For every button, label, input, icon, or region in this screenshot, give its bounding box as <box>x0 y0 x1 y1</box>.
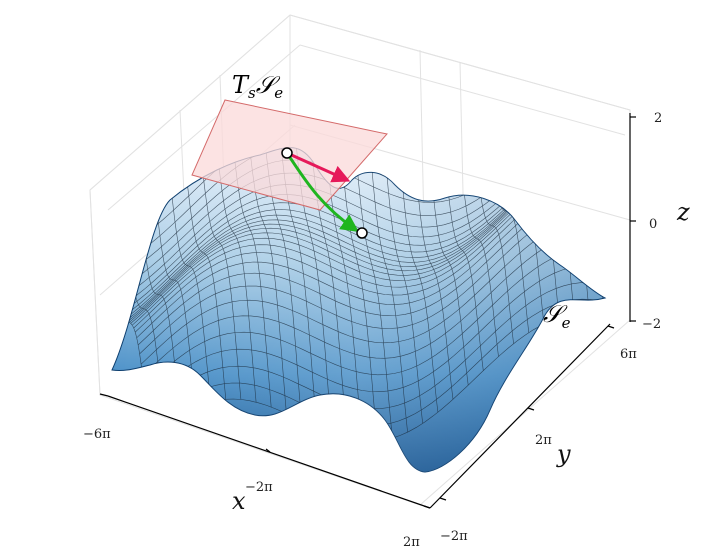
x-tick-label: −2π <box>245 480 273 495</box>
z-tick-label: 2 <box>654 111 662 126</box>
geodesic-vector-arrow <box>285 152 359 233</box>
tangent-plane-label: Ts𝒮e <box>232 71 283 102</box>
mesh-line <box>155 196 196 408</box>
mesh-line <box>170 183 211 402</box>
mesh-line <box>146 282 605 415</box>
mesh-line <box>397 147 439 413</box>
tangent-vector-arrow <box>286 151 351 183</box>
x-tick-label: 2π <box>403 535 420 550</box>
mesh-line <box>352 147 393 439</box>
x-axis-label: x <box>232 487 246 515</box>
mesh-line <box>115 147 605 279</box>
y-tick-label: 6π <box>620 347 637 362</box>
mesh-line <box>443 147 484 371</box>
y-tick-labels: −2π 2π 6π <box>440 347 637 544</box>
mesh-line <box>145 265 605 402</box>
mesh-line <box>367 147 408 433</box>
z-axis-label: z <box>676 198 690 226</box>
point-s <box>281 147 293 159</box>
x-tick-labels: −6π −2π 2π <box>83 427 420 550</box>
mesh-line <box>215 147 257 403</box>
y-tick-label: 2π <box>535 433 552 448</box>
y-tick-label: −2π <box>440 529 468 544</box>
mesh-line <box>140 206 181 417</box>
y-axis-label: y <box>556 440 571 468</box>
point-e <box>356 227 368 239</box>
mesh-line <box>382 147 423 424</box>
mesh-line <box>458 147 499 357</box>
x-tick-label: −6π <box>83 427 111 442</box>
mesh-line <box>427 147 469 386</box>
mesh-line <box>412 147 454 400</box>
z-tick-label: 0 <box>649 217 657 232</box>
z-tick-labels: 2 0 −2 <box>642 111 662 332</box>
mesh-line <box>200 155 242 400</box>
vectors <box>281 147 368 239</box>
z-tick-label: −2 <box>642 317 661 332</box>
axes <box>99 113 636 509</box>
mesh-line <box>185 169 227 400</box>
